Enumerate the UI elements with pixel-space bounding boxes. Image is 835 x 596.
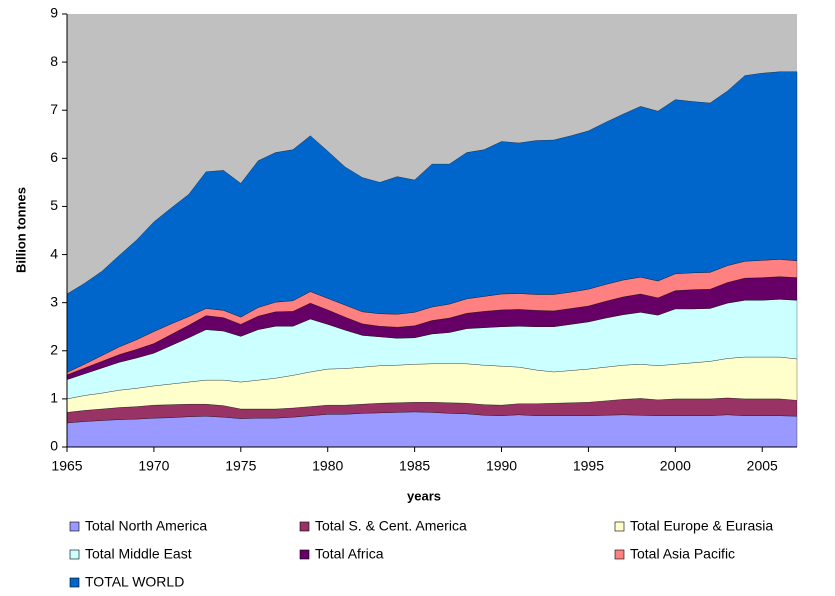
x-tick-label: 1990 xyxy=(486,458,517,474)
x-axis-label: years xyxy=(407,488,441,503)
x-tick-label: 2000 xyxy=(660,458,691,474)
legend-swatch xyxy=(69,549,80,560)
legend-swatch xyxy=(614,549,625,560)
legend-label: Total Middle East xyxy=(85,546,192,562)
y-tick-label: 7 xyxy=(50,101,58,117)
legend-label: Total Africa xyxy=(315,546,384,562)
legend-label: Total Europe & Eurasia xyxy=(630,518,773,534)
legend-label: Total S. & Cent. America xyxy=(315,518,467,534)
y-axis-label: Billion tonnes xyxy=(13,187,28,273)
y-tick-label: 6 xyxy=(50,149,58,165)
y-tick-label: 3 xyxy=(50,293,58,309)
x-tick-label: 1975 xyxy=(225,458,256,474)
legend-label: TOTAL WORLD xyxy=(85,574,184,590)
x-tick-label: 1995 xyxy=(573,458,604,474)
y-tick-label: 9 xyxy=(50,5,58,21)
x-tick-label: 1965 xyxy=(51,458,82,474)
x-tick-label: 1985 xyxy=(399,458,430,474)
x-tick-label: 2005 xyxy=(747,458,778,474)
legend-label: Total Asia Pacific xyxy=(630,546,735,562)
legend-swatch xyxy=(299,549,310,560)
y-tick-label: 2 xyxy=(50,341,58,357)
legend-swatch xyxy=(69,577,80,588)
y-tick-label: 1 xyxy=(50,390,58,406)
legend-swatch xyxy=(69,521,80,532)
legend-swatch xyxy=(299,521,310,532)
y-tick-label: 4 xyxy=(50,245,58,261)
area xyxy=(66,71,798,373)
x-tick-label: 1980 xyxy=(312,458,343,474)
y-tick-label: 5 xyxy=(50,197,58,213)
x-tick-label: 1970 xyxy=(138,458,169,474)
legend-swatch xyxy=(614,521,625,532)
legend-label: Total North America xyxy=(85,518,207,534)
y-tick-label: 0 xyxy=(50,438,58,454)
y-tick-label: 8 xyxy=(50,53,58,69)
